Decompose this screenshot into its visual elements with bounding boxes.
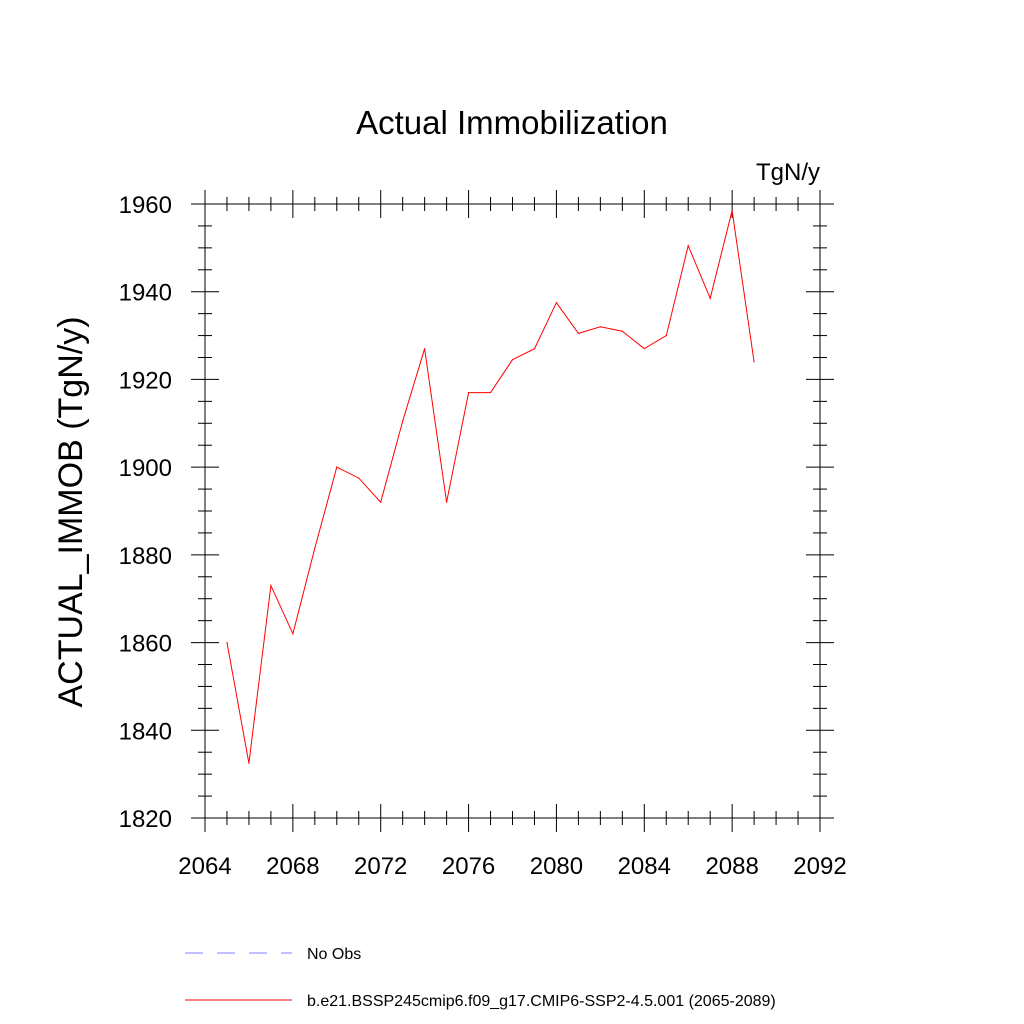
y-tick-label: 1900: [119, 455, 172, 482]
legend-label-no-obs: No Obs: [307, 946, 361, 963]
x-tick-label: 2064: [178, 853, 231, 880]
x-tick-labels: 2064 2068 2072 2076 2080 2084 2088 2092: [178, 853, 846, 880]
data-point: [292, 633, 294, 635]
data-series: [226, 209, 755, 764]
units-label: TgN/y: [756, 159, 820, 186]
legend-label-model-run: b.e21.BSSP245cmip6.f09_g17.CMIP6-SSP2-4.…: [307, 993, 776, 1010]
data-point: [248, 762, 250, 764]
y-axis-label: ACTUAL_IMMOB (TgN/y): [52, 316, 90, 707]
data-point: [446, 501, 448, 503]
x-tick-label: 2088: [705, 853, 758, 880]
data-point: [226, 641, 228, 644]
chart-title: Actual Immobilization: [356, 104, 668, 141]
legend: No Obs b.e21.BSSP245cmip6.f09_g17.CMIP6-…: [185, 946, 776, 1010]
data-point: [358, 477, 360, 479]
y-tick-label: 1860: [119, 631, 172, 658]
data-point: [577, 332, 579, 334]
plot-frame: [204, 203, 821, 819]
x-tick-label: 2072: [354, 853, 407, 880]
data-point: [709, 297, 711, 299]
data-point: [533, 348, 536, 350]
data-point: [270, 584, 272, 587]
data-point: [665, 334, 667, 337]
data-point: [336, 466, 338, 468]
data-point: [489, 391, 492, 394]
data-point: [424, 348, 426, 350]
data-point: [687, 245, 689, 247]
data-point: [467, 391, 470, 394]
data-point: [402, 420, 404, 422]
y-tick-label: 1840: [119, 718, 172, 745]
x-tick-label: 2092: [793, 853, 846, 880]
y-tick-label: 1920: [119, 367, 172, 394]
x-tick-label: 2084: [618, 853, 671, 880]
y-tick-label: 1820: [119, 806, 172, 833]
data-point: [511, 359, 514, 361]
y-tick-labels: 1820 1840 1860 1880 1900 1920 1940 1960: [119, 192, 172, 833]
y-tick-label: 1880: [119, 543, 172, 570]
axis-ticks: [191, 190, 834, 832]
x-tick-label: 2068: [266, 853, 319, 880]
x-tick-label: 2076: [442, 853, 495, 880]
data-point: [643, 348, 645, 350]
y-tick-label: 1940: [119, 280, 172, 307]
data-point: [753, 361, 755, 363]
data-point: [555, 302, 558, 304]
data-point: [314, 547, 316, 549]
y-tick-label: 1960: [119, 192, 172, 219]
data-point: [380, 501, 382, 503]
x-tick-label: 2080: [530, 853, 583, 880]
data-point: [599, 326, 601, 328]
data-point: [621, 330, 623, 332]
series-line: [226, 210, 755, 764]
data-point: [731, 209, 733, 212]
